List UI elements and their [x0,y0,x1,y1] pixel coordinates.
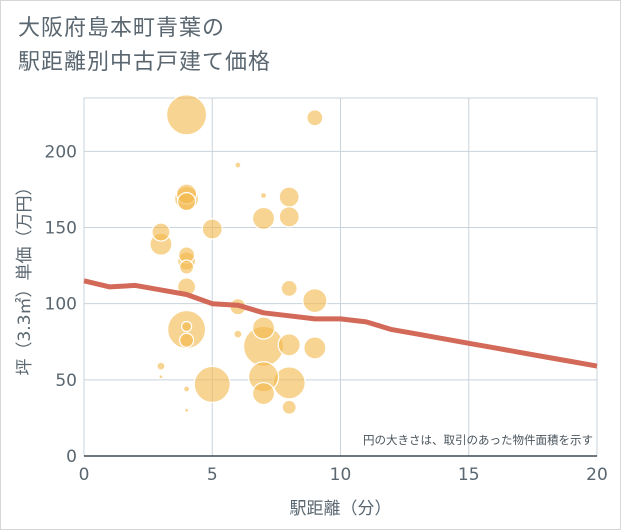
data-point-bubble [259,191,268,200]
size-legend-note: 円の大きさは、取引のあった物件面積を示す [363,433,593,447]
data-point-bubble [181,320,193,333]
data-point-bubble [277,333,301,357]
data-point-bubble [201,218,223,240]
data-point-bubble [179,332,195,348]
x-tick-label: 20 [586,465,608,485]
data-point-bubble [166,94,208,136]
data-point-bubble [183,385,191,393]
data-point-bubble [233,329,243,339]
y-tick-label: 100 [45,295,77,315]
data-point-bubble [251,206,276,230]
data-point-bubble [302,288,328,314]
data-point-bubble [158,374,164,380]
data-point-bubble [251,316,276,340]
data-point-bubble [278,206,300,228]
data-point-bubble [281,399,297,415]
y-tick-label: 150 [45,218,77,238]
x-tick-label: 0 [79,465,90,485]
data-point-bubble [303,336,327,360]
chart-title: 大阪府島本町青葉の 駅距離別中古戸建て価格 [18,12,271,80]
trend-line [83,278,598,369]
data-point-bubble [251,381,276,406]
data-point-bubble [177,191,197,212]
data-point-bubble [278,186,300,208]
x-tick-label: 15 [458,465,480,485]
data-point-bubble [306,109,324,127]
x-tick-label: 10 [330,465,352,485]
data-point-bubble [234,161,242,169]
y-axis-label: 坪（3.3㎡）単価（万円） [15,178,35,375]
data-point-bubble [156,361,166,371]
x-axis-label: 駅距離（分） [290,499,392,519]
data-point-bubble [184,407,190,413]
chart-title-line-1: 大阪府島本町青葉の [18,16,226,41]
chart-title-line-2: 駅距離別中古戸建て価格 [18,50,272,75]
data-point-bubble [151,222,171,242]
y-tick-label: 200 [45,142,77,162]
data-point-bubble [179,259,195,275]
x-tick-label: 5 [207,465,218,485]
data-point-bubble [193,365,231,403]
data-point-bubble [280,279,298,298]
y-tick-label: 0 [66,447,77,467]
y-tick-label: 50 [55,371,77,391]
